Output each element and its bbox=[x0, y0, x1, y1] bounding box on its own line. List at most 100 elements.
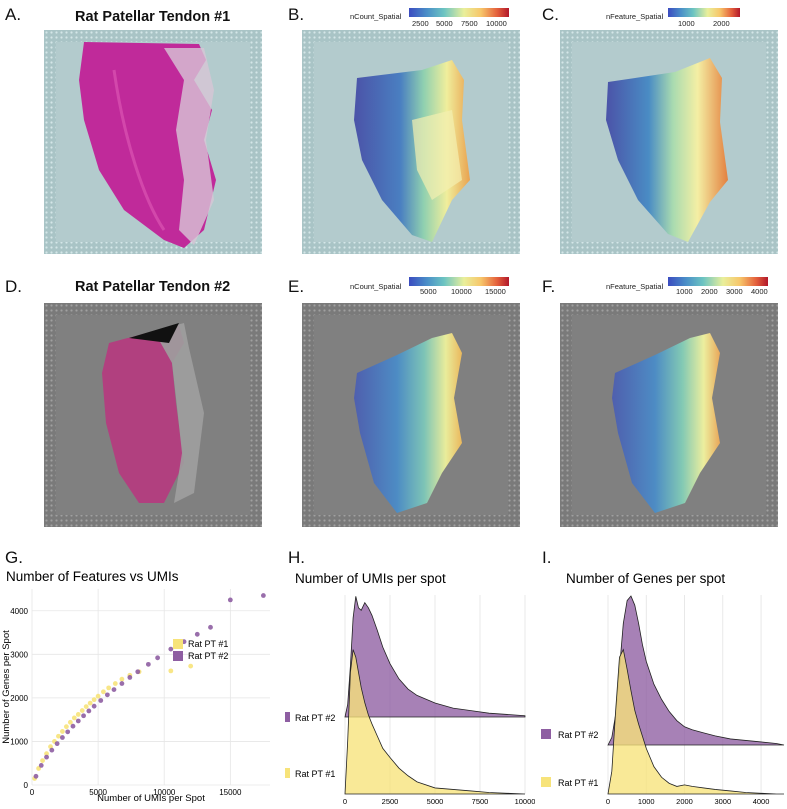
panel-f-tick: 1000 bbox=[676, 287, 693, 296]
panel-g-ytick: 2000 bbox=[10, 694, 28, 703]
i-xtick: 2000 bbox=[676, 797, 693, 806]
panel-g-point bbox=[79, 708, 85, 713]
panel-g-point bbox=[75, 718, 81, 724]
panel-label-d: D. bbox=[5, 277, 22, 296]
panel-g-legend-label-pt2: Rat PT #2 bbox=[188, 651, 228, 661]
panel-g-point bbox=[83, 704, 89, 709]
panel-i-legend-label-pt2: Rat PT #2 bbox=[558, 730, 598, 740]
panel-b-colorbar bbox=[409, 8, 509, 17]
panel-b-tick: 2500 bbox=[412, 19, 429, 28]
panel-d-title: Rat Patellar Tendon #2 bbox=[75, 279, 231, 295]
panel-i-density-pt2 bbox=[607, 595, 785, 746]
panel-g-point bbox=[75, 712, 81, 717]
panel-g-ytick: 1000 bbox=[10, 737, 28, 746]
panel-c-spatial-map bbox=[560, 30, 778, 254]
panel-g-point bbox=[44, 754, 49, 760]
panel-g-point bbox=[112, 681, 118, 686]
panel-i-title: Number of Genes per spot bbox=[566, 571, 725, 586]
panel-f-colorbar bbox=[668, 277, 768, 286]
panel-label-i: I. bbox=[542, 548, 552, 567]
panel-g-point bbox=[260, 593, 266, 598]
panel-g-point bbox=[40, 758, 45, 764]
panel-g-point bbox=[44, 751, 49, 757]
panel-g-point bbox=[101, 689, 106, 695]
h-xtick: 10000 bbox=[515, 797, 535, 806]
panel-g-point bbox=[65, 729, 71, 735]
panel-label-a: A. bbox=[5, 5, 22, 24]
panel-i-legend-key-pt2 bbox=[541, 729, 551, 739]
panel-g-point bbox=[67, 719, 73, 725]
panel-label-g: G. bbox=[5, 548, 23, 567]
panel-g-point bbox=[168, 646, 174, 652]
panel-h-title: Number of UMIs per spot bbox=[295, 571, 446, 586]
panel-g-ylabel: Number of Genes per Spot bbox=[1, 630, 12, 744]
panel-g-point bbox=[63, 724, 69, 730]
panel-g-point bbox=[87, 700, 93, 706]
panel-f-spatial-map bbox=[560, 303, 778, 527]
panel-f-tick: 2000 bbox=[701, 287, 718, 296]
panel-g-point bbox=[71, 715, 77, 721]
i-xtick: 0 bbox=[606, 797, 610, 806]
panel-d-tissue-image bbox=[44, 303, 262, 527]
panel-c-tick: 1000 bbox=[678, 19, 695, 28]
panel-a-title: Rat Patellar Tendon #1 bbox=[75, 9, 231, 25]
h-xtick: 5000 bbox=[427, 797, 444, 806]
panel-g-point bbox=[104, 692, 110, 698]
panel-a-tissue-image bbox=[44, 30, 262, 254]
panel-e-spatial-map bbox=[302, 303, 520, 527]
panel-e-tick: 5000 bbox=[420, 287, 437, 296]
panel-f-tick: 4000 bbox=[751, 287, 768, 296]
panel-g-point bbox=[111, 687, 117, 693]
panel-e-tick: 10000 bbox=[451, 287, 472, 296]
panel-g-point bbox=[91, 703, 97, 709]
panel-g-xlabel: Number of UMIs per Spot bbox=[97, 793, 205, 804]
panel-g-point bbox=[135, 669, 141, 675]
panel-g-point bbox=[33, 773, 39, 779]
panel-g-point bbox=[208, 624, 213, 630]
panel-h-legend-key-pt2 bbox=[285, 712, 290, 722]
panel-g-xtick: 0 bbox=[30, 788, 35, 797]
panel-g-ytick: 3000 bbox=[10, 650, 28, 659]
panel-g-ytick: 0 bbox=[24, 781, 29, 790]
panel-i-density-pt1 bbox=[607, 648, 784, 795]
panel-g-legend-key-pt1 bbox=[173, 639, 183, 649]
panel-label-b: B. bbox=[288, 5, 305, 24]
panel-g-point bbox=[60, 735, 65, 740]
panel-h-legend-label-pt2: Rat PT #2 bbox=[295, 713, 335, 723]
panel-g-point bbox=[91, 697, 97, 703]
panel-b-tick: 7500 bbox=[461, 19, 478, 28]
panel-g-xtick: 10000 bbox=[153, 788, 176, 797]
panel-e-tick: 15000 bbox=[485, 287, 506, 296]
panel-b-legend-title: nCount_Spatial bbox=[350, 12, 402, 21]
panel-label-h: H. bbox=[288, 548, 305, 567]
h-xtick: 7500 bbox=[472, 797, 489, 806]
panel-h-density-pt2 bbox=[344, 596, 526, 718]
panel-g-point bbox=[56, 733, 61, 739]
panel-h-legend-key-pt1 bbox=[285, 768, 290, 778]
panel-label-c: C. bbox=[542, 5, 559, 24]
panel-g-xtick: 15000 bbox=[219, 788, 242, 797]
panel-g-point bbox=[127, 675, 133, 680]
h-xtick: 2500 bbox=[382, 797, 399, 806]
panel-g-title: Number of Features vs UMIs bbox=[6, 569, 179, 584]
panel-g-point bbox=[168, 668, 174, 674]
panel-g-point bbox=[95, 693, 101, 699]
panel-g-point bbox=[145, 661, 151, 667]
panel-g-point bbox=[49, 747, 55, 753]
panel-g-point bbox=[227, 597, 233, 603]
panel-g-legend-label-pt1: Rat PT #1 bbox=[188, 639, 228, 649]
panel-h-density-pt1 bbox=[344, 649, 526, 795]
panel-g-point bbox=[155, 655, 161, 661]
panel-g-legend-key-pt2 bbox=[173, 651, 183, 661]
panel-g-point bbox=[60, 729, 65, 734]
panel-g-point bbox=[98, 698, 104, 703]
panel-b-tick: 5000 bbox=[436, 19, 453, 28]
panel-c-tick: 2000 bbox=[713, 19, 730, 28]
panel-g-point bbox=[194, 631, 200, 637]
panel-g-point bbox=[81, 713, 86, 719]
panel-g-point bbox=[70, 723, 76, 729]
i-xtick: 3000 bbox=[714, 797, 731, 806]
panel-g-point bbox=[38, 763, 44, 768]
panel-f-legend-title: nFeature_Spatial bbox=[606, 282, 664, 291]
panel-b-spatial-map bbox=[302, 30, 520, 254]
